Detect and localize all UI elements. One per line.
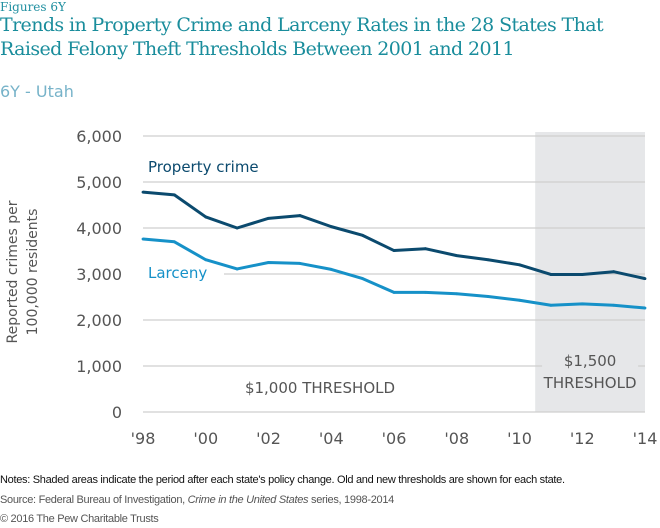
data-point [204, 258, 208, 262]
y-tick-label: 1,000 [76, 357, 122, 376]
data-point [423, 247, 427, 251]
x-axis-ticks: '98 '00 '02 '04 '06 '08 '10 '12 '14 [131, 429, 658, 448]
data-point [141, 190, 145, 194]
x-tick-label: '00 [193, 429, 218, 448]
y-tick-label: 2,000 [76, 311, 122, 330]
y-axis-label-line1: Reported crimes per [5, 200, 21, 343]
data-point [329, 225, 333, 229]
y-axis-ticks: 0 1,000 2,000 3,000 4,000 5,000 6,000 [76, 127, 122, 422]
chart-title: Trends in Property Crime and Larceny Rat… [0, 14, 604, 60]
data-point [423, 291, 427, 294]
data-point [549, 273, 553, 276]
y-tick-label: 4,000 [76, 219, 122, 238]
data-point [361, 233, 365, 237]
y-axis-label-line2: 100,000 residents [25, 209, 41, 336]
data-point [298, 214, 302, 217]
legend-larceny: Larceny [148, 264, 207, 282]
data-point [235, 267, 239, 271]
source-title: Crime in the United States [187, 494, 309, 506]
data-point [172, 240, 176, 244]
data-point [549, 303, 553, 307]
figure-label: Figures 6Y [0, 0, 66, 14]
source-suffix: series, 1998-2014 [308, 494, 394, 506]
data-point [172, 193, 176, 197]
copyright: © 2016 The Pew Charitable Trusts [0, 513, 159, 525]
y-tick-label: 6,000 [76, 127, 122, 146]
series-lines [141, 190, 647, 310]
data-point [486, 295, 490, 298]
threshold-new-label-amount: $1,500 [564, 352, 617, 370]
threshold-new-label-word: THRESHOLD [543, 374, 637, 392]
threshold-old-label: $1,000 THRESHOLD [245, 379, 395, 397]
data-point [455, 292, 459, 296]
data-point [329, 268, 333, 271]
legend-property-crime: Property crime [148, 158, 259, 176]
data-point [267, 261, 270, 264]
x-tick-label: '04 [319, 429, 344, 448]
threshold-old-label-bg [237, 375, 405, 399]
y-tick-label: 3,000 [76, 265, 122, 284]
data-point [267, 216, 270, 220]
y-tick-label: 0 [112, 403, 122, 422]
x-tick-label: '98 [131, 429, 156, 448]
data-point [361, 277, 365, 280]
x-tick-label: '12 [570, 429, 595, 448]
data-point [518, 298, 521, 302]
x-tick-label: '08 [444, 429, 469, 448]
data-point [455, 254, 459, 257]
source: Source: Federal Bureau of Investigation,… [0, 494, 394, 506]
x-tick-label: '06 [382, 429, 407, 448]
chart-subtitle: 6Y - Utah [0, 82, 74, 101]
data-point [612, 303, 616, 307]
data-point [580, 302, 584, 306]
data-point [643, 306, 647, 310]
data-point [643, 277, 647, 280]
threshold-new-label-bg [542, 348, 639, 394]
y-tick-label: 5,000 [76, 173, 122, 192]
data-point [580, 273, 584, 276]
data-point [518, 263, 521, 267]
x-tick-label: '10 [507, 429, 532, 448]
data-point [486, 258, 490, 262]
data-point [298, 262, 302, 265]
data-point [392, 291, 396, 294]
source-prefix: Source: Federal Bureau of Investigation, [0, 494, 188, 506]
x-tick-label: '14 [633, 429, 658, 448]
property-crime-label-bg [140, 152, 290, 178]
x-tick-label: '02 [256, 429, 281, 448]
data-point [612, 270, 616, 274]
data-point [235, 226, 239, 230]
data-point [392, 249, 396, 252]
notes: Notes: Shaded areas indicate the period … [0, 474, 565, 486]
data-point [204, 215, 208, 219]
data-point [141, 237, 145, 241]
